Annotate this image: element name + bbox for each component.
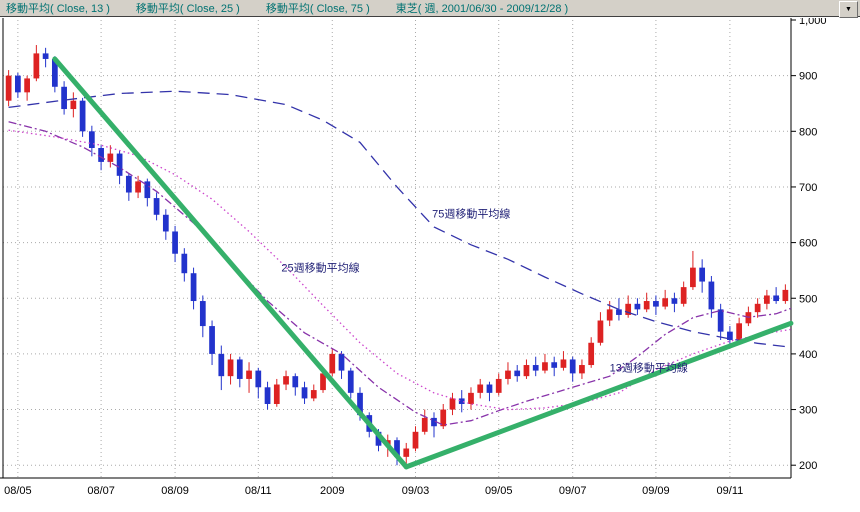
svg-text:900: 900 bbox=[799, 71, 817, 83]
svg-text:09/03: 09/03 bbox=[402, 485, 430, 497]
legend-ma75: 移動平均( Close, 75 ) bbox=[265, 3, 370, 15]
svg-text:300: 300 bbox=[799, 405, 817, 417]
svg-text:600: 600 bbox=[799, 238, 817, 250]
svg-text:25週移動平均線: 25週移動平均線 bbox=[281, 261, 359, 275]
svg-text:400: 400 bbox=[799, 349, 817, 361]
svg-text:700: 700 bbox=[799, 182, 817, 194]
svg-text:200: 200 bbox=[799, 460, 817, 472]
chart-header: 移動平均( Close, 13 ) 移動平均( Close, 25 ) 移動平均… bbox=[0, 0, 860, 17]
svg-text:08/05: 08/05 bbox=[4, 485, 32, 497]
svg-text:13週移動平均線: 13週移動平均線 bbox=[610, 361, 688, 375]
candlestick-chart: 1,000 900 800 700 600 500 400 300 200 08/05 08/07 0… bbox=[0, 18, 827, 497]
svg-text:75週移動平均線: 75週移動平均線 bbox=[432, 207, 510, 221]
svg-text:09/09: 09/09 bbox=[642, 485, 670, 497]
dropdown-arrow-glyph: ▼ bbox=[845, 6, 852, 13]
svg-text:500: 500 bbox=[799, 293, 817, 305]
chart-title: 東芝( 週, 2001/06/30 - 2009/12/28 ) bbox=[395, 3, 569, 15]
svg-text:09/11: 09/11 bbox=[717, 485, 744, 497]
svg-text:1,000: 1,000 bbox=[799, 18, 827, 27]
svg-text:08/07: 08/07 bbox=[87, 485, 115, 497]
svg-text:2009: 2009 bbox=[320, 485, 344, 497]
legend-ma13: 移動平均( Close, 13 ) bbox=[6, 3, 110, 15]
chevron-down-icon[interactable]: ▼ bbox=[839, 1, 858, 18]
legend-ma25: 移動平均( Close, 25 ) bbox=[135, 3, 240, 15]
svg-text:800: 800 bbox=[799, 126, 817, 138]
svg-text:08/11: 08/11 bbox=[245, 485, 272, 497]
svg-text:09/05: 09/05 bbox=[485, 485, 513, 497]
svg-text:09/07: 09/07 bbox=[559, 485, 587, 497]
svg-text:08/09: 08/09 bbox=[161, 485, 189, 497]
